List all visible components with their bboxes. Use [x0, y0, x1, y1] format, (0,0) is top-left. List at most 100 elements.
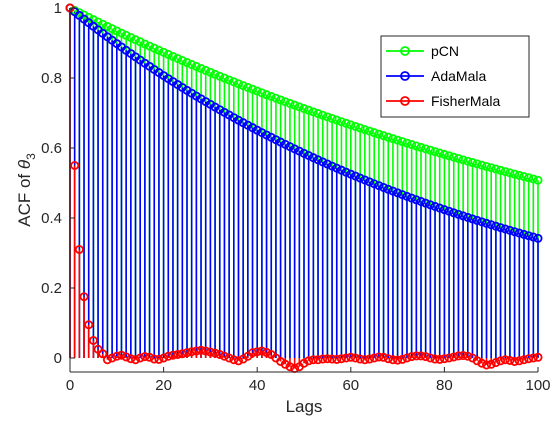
pcn-marker: [322, 112, 332, 122]
fishermala-marker: [407, 352, 417, 362]
fishermala-marker: [416, 351, 426, 361]
pcn-marker: [145, 41, 155, 51]
pcn-marker: [505, 168, 515, 178]
legend-marker-fishermala: [400, 96, 410, 106]
pcn-marker: [262, 90, 272, 100]
fishermala-marker: [365, 354, 375, 364]
adamala-marker: [355, 173, 365, 183]
fishermala-marker: [519, 355, 529, 365]
fishermala-marker: [149, 354, 159, 364]
fishermala-marker: [491, 358, 501, 368]
pcn-marker: [215, 71, 225, 81]
x-tick-label: 40: [249, 377, 266, 394]
adamala-marker: [388, 186, 398, 196]
adamala-marker: [458, 211, 468, 221]
adamala-marker: [369, 179, 379, 189]
adamala-marker: [332, 163, 342, 173]
adamala-marker: [402, 191, 412, 201]
adamala-marker: [514, 228, 524, 238]
adamala-marker: [257, 128, 267, 138]
fishermala-marker: [482, 360, 492, 370]
fishermala-marker: [262, 347, 272, 357]
pcn-marker: [280, 97, 290, 107]
fishermala-marker: [336, 354, 346, 364]
pcn-marker: [528, 174, 538, 184]
pcn-marker: [360, 125, 370, 135]
pcn-marker: [299, 104, 309, 114]
fishermala-marker: [318, 354, 328, 364]
fishermala-marker: [439, 354, 449, 364]
adamala-marker: [243, 120, 253, 130]
adamala-marker: [233, 115, 243, 125]
pcn-marker: [369, 128, 379, 138]
fishermala-marker: [496, 356, 506, 366]
adamala-marker: [430, 201, 440, 211]
x-tick-labels: 0 20 40 60 80 100: [66, 377, 551, 394]
adamala-marker: [299, 148, 309, 158]
adamala-marker: [449, 208, 459, 218]
fishermala-marker: [374, 352, 384, 362]
adamala-marker: [238, 118, 248, 128]
fishermala-marker: [79, 292, 89, 302]
pcn-marker: [224, 75, 234, 85]
fishermala-marker: [421, 352, 431, 362]
adamala-marker: [533, 233, 543, 243]
pcn-marker: [238, 81, 248, 91]
pcn-marker: [449, 152, 459, 162]
fishermala-marker: [350, 353, 360, 363]
adamala-marker: [248, 123, 258, 133]
pcn-marker: [201, 65, 211, 75]
stem-markers: [65, 3, 543, 373]
adamala-marker: [350, 171, 360, 181]
fishermala-marker: [472, 356, 482, 366]
adamala-marker: [336, 165, 346, 175]
pcn-marker: [393, 135, 403, 145]
adamala-marker: [486, 220, 496, 230]
adamala-marker: [477, 217, 487, 227]
fishermala-marker: [131, 355, 141, 365]
fishermala-marker: [341, 353, 351, 363]
fishermala-marker: [135, 353, 145, 363]
pcn-marker: [407, 140, 417, 150]
y-tick-label: 0.8: [41, 70, 62, 87]
fishermala-marker: [411, 351, 421, 361]
x-axis-label: Lags: [286, 397, 323, 416]
adamala-marker: [491, 221, 501, 231]
pcn-marker: [248, 84, 258, 94]
pcn-marker: [112, 26, 122, 36]
fishermala-marker: [84, 320, 94, 330]
pcn-marker: [205, 67, 215, 77]
adamala-marker: [341, 167, 351, 177]
fishermala-marker: [201, 346, 211, 356]
fishermala-marker: [308, 355, 318, 365]
pcn-marker: [496, 165, 506, 175]
fishermala-marker: [355, 354, 365, 364]
fishermala-marker: [463, 351, 473, 361]
pcn-marker: [435, 148, 445, 158]
fishermala-marker: [393, 355, 403, 365]
fishermala-marker: [159, 353, 169, 363]
fishermala-marker: [233, 356, 243, 366]
pcn-marker: [252, 86, 262, 96]
fishermala-marker: [163, 351, 173, 361]
fishermala-marker: [327, 354, 337, 364]
pcn-marker: [500, 167, 510, 177]
pcn-marker: [74, 8, 84, 18]
adamala-marker: [528, 232, 538, 242]
adamala-marker: [290, 144, 300, 154]
pcn-marker: [79, 10, 89, 20]
x-tick-label: 20: [155, 377, 172, 394]
fishermala-marker: [402, 353, 412, 363]
fishermala-marker: [88, 335, 98, 345]
pcn-marker: [444, 151, 454, 161]
fishermala-marker: [383, 354, 393, 364]
fishermala-marker: [453, 351, 463, 361]
adamala-marker: [500, 224, 510, 234]
pcn-marker: [149, 43, 159, 53]
adamala-marker: [308, 153, 318, 163]
pcn-marker: [336, 117, 346, 127]
adamala-marker: [519, 229, 529, 239]
adamala-marker: [444, 206, 454, 216]
fishermala-marker: [524, 354, 534, 364]
